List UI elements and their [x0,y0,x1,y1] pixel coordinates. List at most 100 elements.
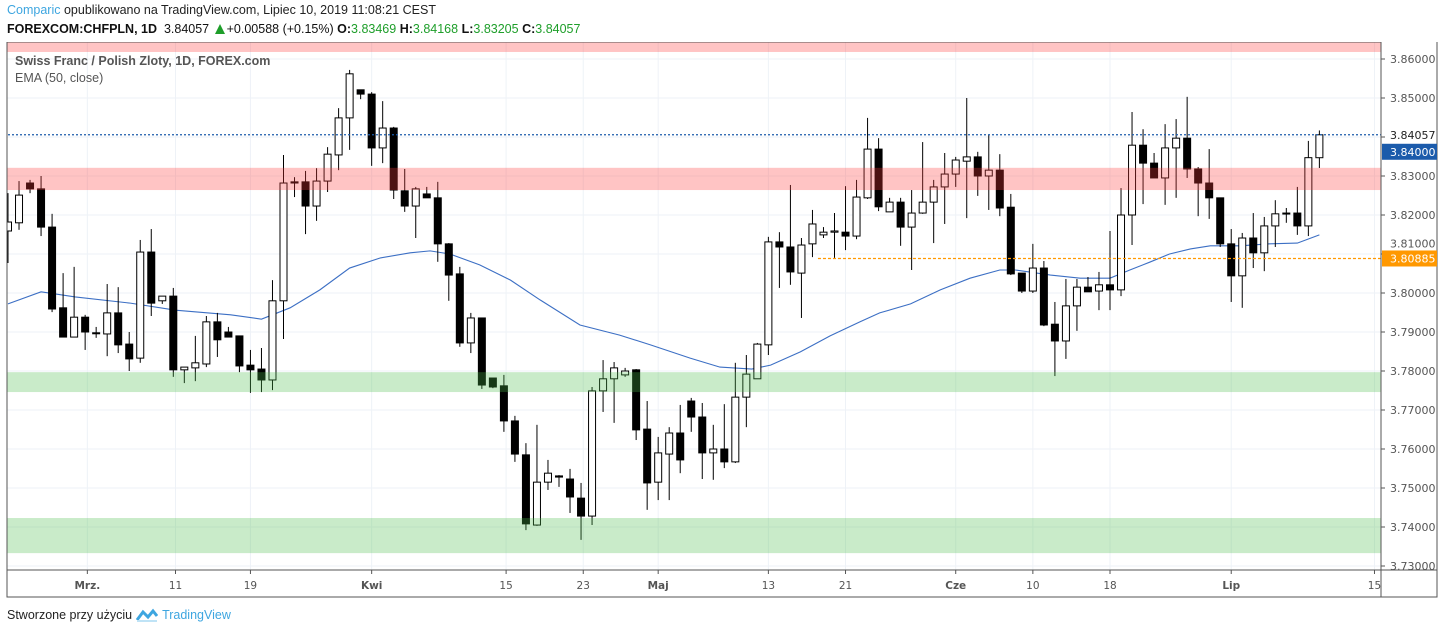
candle-body-down [433,197,442,245]
candle [15,181,24,230]
candle [356,89,365,100]
candle [1050,301,1059,377]
candle [632,369,641,441]
candle [279,154,288,340]
time-tick-label: 10 [1026,580,1039,592]
candle [147,229,156,317]
candle-body-up [654,452,663,483]
candle [312,168,321,221]
candle-body-up [940,173,949,188]
time-tick-label: Kwi [361,580,382,592]
candle-body-up [918,201,927,214]
chart-legend: Swiss Franc / Polish Zloty, 1D, FOREX.co… [15,53,270,87]
candle [1006,193,1015,276]
candle-body-up [599,378,608,392]
candle-body-down [1293,212,1302,227]
candle-body-up [1271,213,1280,227]
candle-body-up [1172,137,1181,149]
price-tick-label: 3.85000 [1390,92,1436,105]
candle [466,312,475,354]
footer-text: Stworzone przy użyciu [7,608,133,622]
tradingview-link[interactable]: TradingView [162,608,231,622]
candle-body-up [885,201,894,213]
candle-body-down [246,364,255,371]
time-tick-label: Maj [648,580,669,592]
footer: Stworzone przy użyciu TradingView [7,608,231,622]
candle-body-down [1017,272,1026,292]
candle-body-down [290,181,299,184]
candle-body-up [191,362,200,369]
price-change: +0.00588 (+0.15%) [226,22,334,36]
candle-body-down [676,432,685,461]
candle-body-up [709,448,718,454]
candle [521,443,530,531]
candle [1017,272,1026,293]
candle-body-up [753,343,762,380]
time-tick-label: 15 [1368,580,1381,592]
candle-body-up [15,194,24,224]
candle-body-up [797,244,806,274]
candle [1194,167,1203,217]
candle [863,117,872,200]
price-tick-label: 3.79000 [1390,326,1436,339]
support-zone [7,372,1381,393]
candle-body-up [532,481,541,526]
candle-body-up [1072,286,1081,307]
time-tick-label: 19 [244,580,257,592]
indicator-label[interactable]: EMA (50, close) [15,71,104,85]
candle-body-up [543,472,552,483]
candlestick-chart[interactable]: 3.86000 3.85000 3.83000 3.82000 3.81000 3.800… [0,42,1444,602]
candle [37,176,46,237]
candle [797,238,806,318]
candle [852,179,861,240]
candle [1106,230,1114,311]
candle-body-up [742,373,751,398]
candle-body-up [984,169,993,177]
candle [510,415,519,462]
candle [1260,216,1269,272]
candle [136,239,145,363]
candle-body-down [444,243,453,276]
candle [499,374,508,432]
candle-body-down [995,169,1004,209]
close-value: 3.84057 [535,22,581,36]
time-tick-label: Lip [1222,580,1240,592]
candle-body-down [973,156,982,177]
candle-body-down [1139,144,1148,164]
candle [676,404,685,474]
resistance-zone [7,42,1381,52]
candle-body-down [632,369,641,431]
candle [345,69,354,150]
price-badge [1382,250,1437,267]
candle [1039,261,1048,327]
low-label: L: [461,22,474,36]
candle-body-down [81,316,90,333]
candle [103,284,112,357]
candle [775,232,784,288]
candle [753,342,762,380]
candle-body-up [731,396,740,463]
price-tick-label: 3.76000 [1390,443,1436,456]
candle [973,151,982,196]
candle-body-down [896,201,905,228]
candle [477,317,486,389]
candle-body-down [224,331,233,338]
support-zone [7,518,1381,554]
candle-body-up [378,127,387,149]
candle-body-up [202,321,211,365]
candle [830,213,839,258]
candle-body-up [411,188,420,207]
candle [191,335,200,382]
candle-body-up [819,231,828,236]
candle [1161,124,1170,205]
candle [246,349,255,393]
candle [334,108,343,171]
author-link[interactable]: Comparic [7,3,61,17]
publish-info: Comparic opublikowano na TradingView.com… [7,3,436,17]
candle [488,377,497,389]
candle [114,287,123,354]
candle [555,475,563,487]
candle-body-up [466,317,475,344]
publish-text: opublikowano na TradingView.com, Lipiec … [63,3,436,17]
candle [610,362,619,423]
